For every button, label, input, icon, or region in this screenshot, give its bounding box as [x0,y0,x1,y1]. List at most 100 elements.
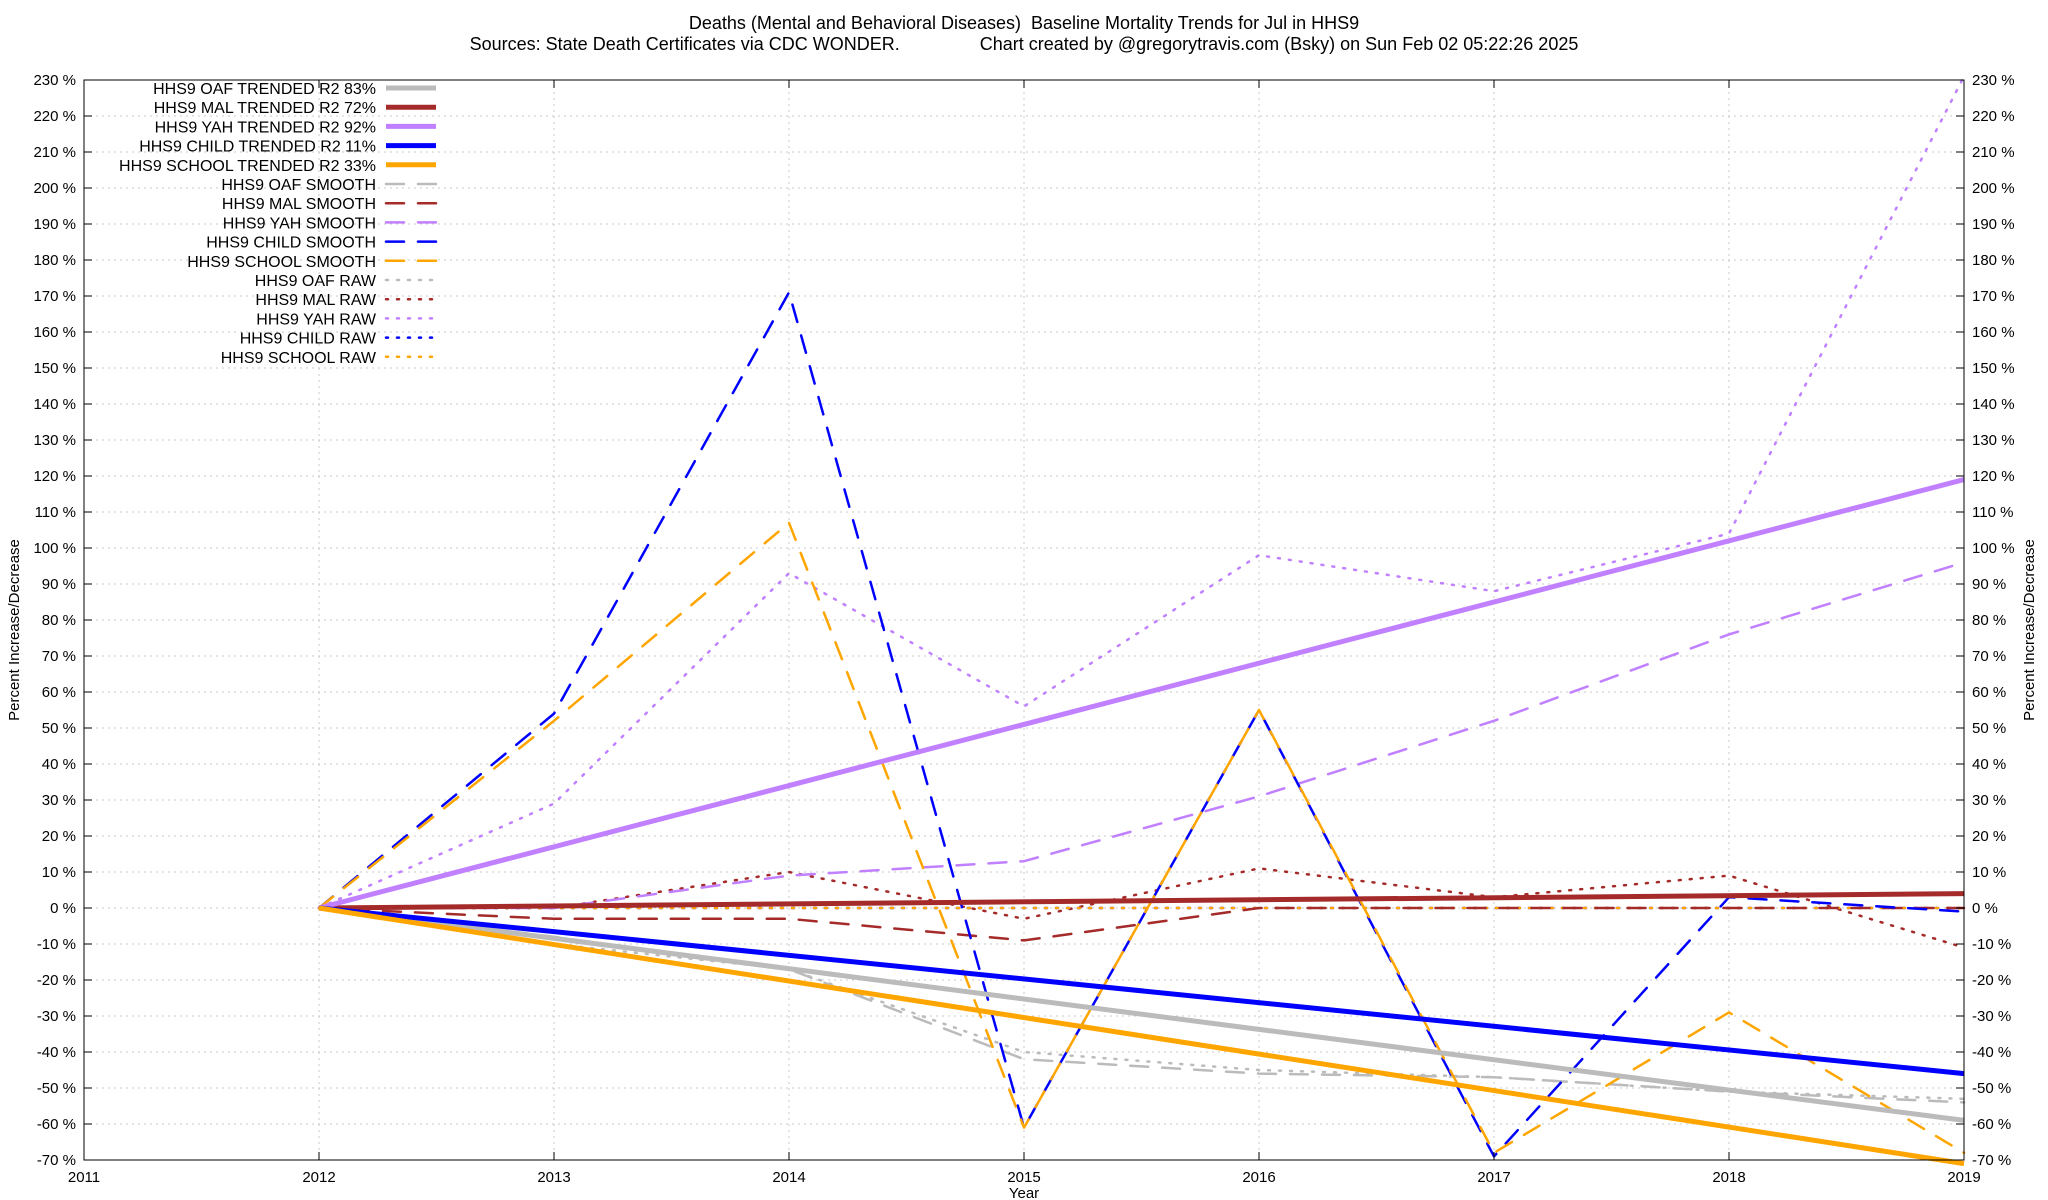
y-tick-label-right: 70 % [1972,648,2006,665]
y-tick-label-left: 220 % [33,108,76,125]
series-line-hhs9-yah-trended-r2-92 [318,477,1965,911]
y-tick-label-right: 230 % [1972,72,2015,89]
y-tick-label-right: 110 % [1972,504,2013,521]
legend: HHS9 OAF TRENDED R2 83% HHS9 MAL TRENDED … [119,81,438,367]
series-line-hhs9-child-smooth [317,291,1966,1158]
y-tick-label-right: -70 % [1972,1152,2011,1169]
y-tick-label-left: 50 % [42,720,76,737]
chart-title-block: Deaths (Mental and Behavioral Diseases) … [0,13,2048,55]
y-tick-label-right: 220 % [1972,108,2015,125]
grid [84,80,1964,1160]
y-tick-label-left: 160 % [33,324,76,341]
y-tick-label-right: 20 % [1972,828,2006,845]
y-tick-label-left: 100 % [33,540,76,557]
legend-label: HHS9 SCHOOL SMOOTH [187,254,376,271]
series-line-hhs9-oaf-raw [317,906,1966,1101]
x-axis-label: Year [1009,1185,1039,1200]
y-tick-label-right: -10 % [1972,936,2011,953]
x-tick-label: 2018 [1712,1169,1745,1186]
y-tick-label-left: 140 % [33,396,76,413]
y-tick-label-right: 120 % [1972,468,2015,485]
axis-ticks: 2011 2012 2013 2014 2015 2016 2017 2018 2019 230 … [33,72,2014,1186]
y-tick-label-left: -70 % [37,1152,76,1169]
legend-label: HHS9 MAL TRENDED R2 72% [154,100,376,117]
y-tick-label-right: 50 % [1972,720,2006,737]
y-tick-label-left: 120 % [33,468,76,485]
y-tick-label-right: 170 % [1972,288,2015,305]
y-tick-label-left: 90 % [42,576,76,593]
y-tick-label-right: 90 % [1972,576,2006,593]
x-tick-label: 2011 [68,1169,100,1186]
y-tick-label-left: -50 % [37,1080,76,1097]
legend-label: HHS9 YAH SMOOTH [223,215,376,232]
y-tick-label-right: 210 % [1972,144,2015,161]
y-tick-label-left: 170 % [33,288,76,305]
y-tick-label-right: 140 % [1972,396,2015,413]
y-tick-label-left: -30 % [37,1008,76,1025]
y-tick-label-right: -30 % [1972,1008,2011,1025]
x-tick-label: 2017 [1477,1169,1510,1186]
y-tick-label-left: 200 % [33,180,76,197]
y-tick-label-left: -10 % [37,936,76,953]
y-tick-label-right: 40 % [1972,756,2006,773]
legend-label: HHS9 SCHOOL RAW [221,350,377,367]
y-tick-label-left: 230 % [33,72,76,89]
y-tick-label-right: -50 % [1972,1080,2011,1097]
series-line-hhs9-child-trended-r2-11 [318,905,1965,1077]
legend-label: HHS9 YAH TRENDED R2 92% [155,119,376,136]
y-tick-label-right: 130 % [1972,432,2015,449]
y-tick-label-left: 210 % [33,144,76,161]
y-tick-label-right: -40 % [1972,1044,2011,1061]
y-tick-label-left: -20 % [37,972,76,989]
x-tick-label: 2014 [772,1169,805,1186]
y-tick-label-left: 20 % [42,828,76,845]
legend-label: HHS9 YAH RAW [256,311,377,328]
y-tick-label-right: 180 % [1972,252,2015,269]
y-tick-label-right: -60 % [1972,1116,2011,1133]
y-tick-label-left: -60 % [37,1116,76,1133]
y-tick-label-left: 150 % [33,360,76,377]
series-line-hhs9-mal-trended-r2-72 [318,891,1965,911]
y-tick-label-left: 80 % [42,612,76,629]
y-tick-label-right: 190 % [1972,216,2015,233]
y-tick-label-left: 70 % [42,648,76,665]
series-line-hhs9-mal-smooth [317,906,1966,942]
y-tick-label-right: 160 % [1972,324,2015,341]
x-tick-label: 2019 [1947,1169,1980,1186]
y-tick-label-right: 60 % [1972,684,2006,701]
y-axis-label-left: Percent Increase/Decrease [6,539,23,721]
x-tick-label: 2016 [1242,1169,1275,1186]
series-line-hhs9-oaf-trended-r2-83 [318,905,1965,1123]
chart-title: Deaths (Mental and Behavioral Diseases) … [688,13,1360,33]
legend-label: HHS9 OAF TRENDED R2 83% [153,81,376,98]
legend-label: HHS9 CHILD TRENDED R2 11% [139,139,376,156]
y-tick-label-left: -40 % [37,1044,76,1061]
y-tick-label-left: 180 % [33,252,76,269]
y-tick-label-right: 100 % [1972,540,2015,557]
y-tick-label-left: 30 % [42,792,76,809]
x-tick-label: 2015 [1007,1169,1040,1186]
legend-label: HHS9 MAL RAW [255,292,377,309]
y-tick-label-right: 200 % [1972,180,2015,197]
series-line-hhs9-school-trended-r2-33 [318,905,1965,1167]
legend-label: HHS9 CHILD SMOOTH [206,235,376,252]
y-axis-label-right: Percent Increase/Decrease [2021,539,2038,721]
y-tick-label-right: 30 % [1972,792,2006,809]
x-tick-label: 2013 [537,1169,570,1186]
legend-label: HHS9 MAL SMOOTH [222,196,376,213]
chart-subtitle: Sources: State Death Certificates via CD… [469,34,1579,54]
y-tick-label-left: 10 % [42,864,76,881]
series-line-hhs9-school-smooth [317,521,1966,1155]
y-tick-label-left: 110 % [35,504,76,521]
y-tick-label-right: 150 % [1972,360,2015,377]
y-tick-label-right: -20 % [1972,972,2011,989]
series-line-hhs9-oaf-smooth [317,906,1966,1104]
y-tick-label-left: 60 % [42,684,76,701]
legend-label: HHS9 OAF SMOOTH [221,177,376,194]
series-lines [317,75,1966,1167]
legend-label: HHS9 SCHOOL TRENDED R2 33% [119,158,376,175]
series-line-hhs9-yah-raw [317,75,1966,910]
legend-label: HHS9 OAF RAW [255,273,377,290]
legend-label: HHS9 CHILD RAW [240,331,377,348]
